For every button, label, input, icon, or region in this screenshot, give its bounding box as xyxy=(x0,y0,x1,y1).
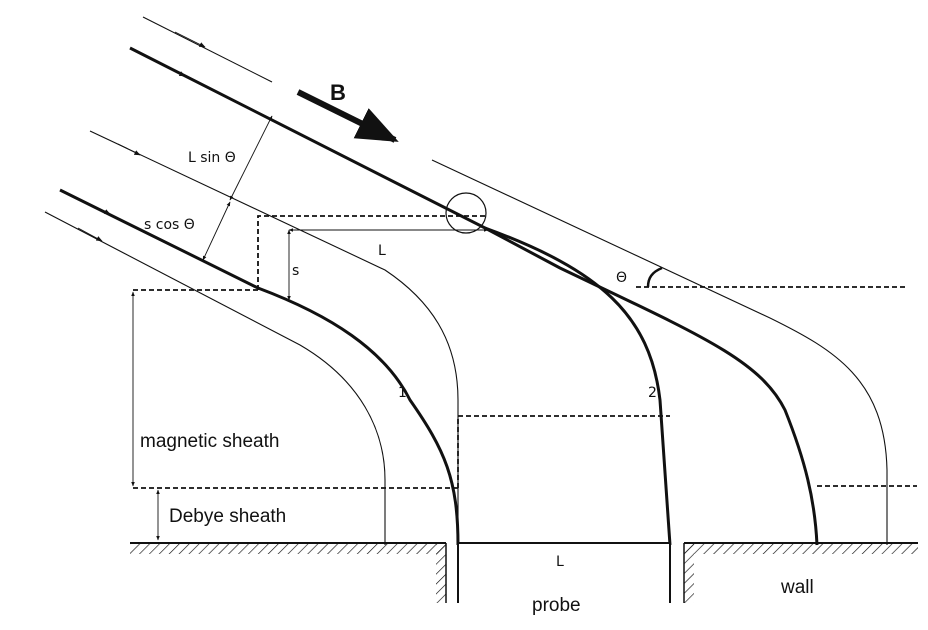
field-line-middle-thin xyxy=(89,130,459,545)
dashed-top-box xyxy=(257,215,488,290)
field-arrow-1 xyxy=(174,31,206,48)
field-line-top-thick xyxy=(129,46,672,546)
theta-arc xyxy=(646,266,663,288)
left-wall-hatch xyxy=(130,544,446,554)
right-wall-hatch xyxy=(684,544,918,554)
label-l-sin-theta: L sin Θ xyxy=(188,150,236,166)
label-s: s xyxy=(292,263,299,279)
right-gap-hatch xyxy=(684,543,694,603)
label-line-2: 2 xyxy=(648,385,657,401)
label-magnetic-sheath: magnetic sheath xyxy=(140,431,279,452)
tangent-point-circle xyxy=(445,192,487,234)
label-length-l-bottom: L xyxy=(556,554,564,570)
probe-body xyxy=(458,543,670,603)
label-length-l-top: L xyxy=(378,243,386,259)
field-line-lower-thin xyxy=(44,211,386,545)
field-line-tangent-thick xyxy=(484,226,819,546)
field-line-probe-edge-thick xyxy=(59,188,460,546)
label-line-1: 1 xyxy=(398,385,407,401)
label-theta: Θ xyxy=(616,270,627,286)
label-s-cos-theta: s cos Θ xyxy=(144,217,195,233)
field-line-top-thin-extension xyxy=(431,159,888,545)
label-debye-sheath: Debye sheath xyxy=(169,506,286,527)
label-wall: wall xyxy=(780,577,814,598)
b-field-arrow xyxy=(296,89,399,143)
field-line-top-thin xyxy=(142,16,273,83)
dashed-probe-step xyxy=(457,415,670,488)
field-arrow-4 xyxy=(89,203,111,215)
dim-l-sin-theta xyxy=(229,115,273,201)
field-arrow-5 xyxy=(77,227,103,242)
left-gap-hatch xyxy=(436,543,446,603)
field-arrow-2 xyxy=(159,63,186,77)
dim-s-cos-theta xyxy=(202,201,231,261)
b-field-label: B xyxy=(330,80,346,105)
label-probe: probe xyxy=(532,595,581,616)
field-arrow-3 xyxy=(117,143,141,156)
